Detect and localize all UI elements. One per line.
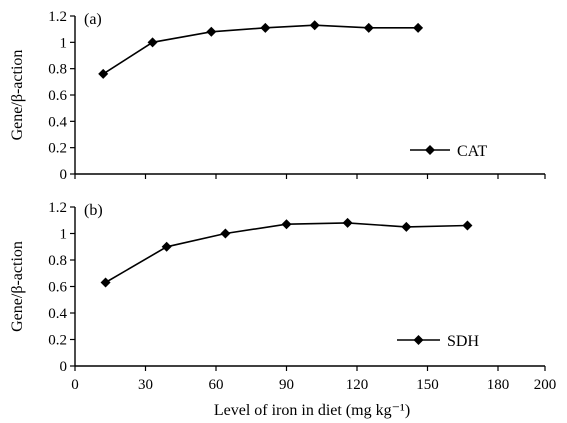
- x-tick-label: 200: [534, 377, 557, 393]
- y-tick-label: 0: [60, 359, 68, 375]
- x-tick-label: 0: [71, 377, 79, 393]
- data-point-diamond: [363, 22, 374, 33]
- y-tick-label: 0.4: [48, 306, 67, 322]
- y-tick-label: 0.2: [48, 141, 67, 157]
- series-line: [105, 222, 468, 284]
- y-tick-label: 0.6: [48, 88, 67, 104]
- panel-a: 0 0.2 0.4 0.6 0.8 1 1.2 Gene/β-action (a) CAT: [9, 9, 546, 183]
- panel-b: 0 0.2 0.4 0.6 0.8 1 1.2 0 30 60 90 120 150 180 200 Gene…: [9, 200, 556, 393]
- y-tick-label: 1.2: [48, 9, 67, 25]
- y-tick-label: 1: [60, 35, 68, 51]
- y-tick-label: 0.2: [48, 333, 67, 349]
- y-tick-label: 1.2: [48, 200, 67, 216]
- data-point-diamond: [220, 228, 231, 239]
- y-tick-label: 0.6: [48, 280, 67, 296]
- y-tick-label: 0.8: [48, 62, 67, 78]
- data-point-diamond: [401, 221, 412, 232]
- legend-label: CAT: [457, 143, 487, 160]
- data-point-diamond: [309, 20, 320, 31]
- x-tick-label: 90: [279, 377, 294, 393]
- legend-label: SDH: [447, 333, 479, 350]
- x-tick-label: 120: [346, 377, 369, 393]
- y-tick-label: 1: [60, 227, 68, 243]
- data-point-diamond: [462, 220, 473, 231]
- x-tick-label: 180: [487, 377, 510, 393]
- x-tick-label: 60: [209, 377, 224, 393]
- legend-marker-diamond: [425, 145, 435, 155]
- data-point-diamond: [281, 219, 292, 230]
- series-line: [102, 24, 419, 75]
- legend-marker-diamond: [413, 335, 424, 345]
- data-point-diamond: [100, 277, 111, 288]
- y-tick-label: 0.8: [48, 253, 67, 269]
- y-axis-title: Gene/β-action: [9, 50, 26, 141]
- data-point-diamond: [342, 217, 353, 228]
- y-tick-label: 0: [60, 167, 68, 183]
- data-point-diamond: [98, 68, 109, 79]
- y-tick-label: 0.4: [48, 114, 67, 130]
- x-tick-label: 150: [416, 377, 439, 393]
- data-point-diamond: [161, 241, 172, 252]
- panel-label: (b): [84, 202, 103, 219]
- x-tick-label: 30: [138, 377, 153, 393]
- data-point-diamond: [206, 26, 217, 37]
- data-point-diamond: [413, 22, 424, 33]
- y-axis-title: Gene/β-action: [9, 241, 26, 332]
- data-point-diamond: [260, 22, 271, 33]
- data-point-diamond: [147, 37, 158, 48]
- x-axis-title: Level of iron in diet (mg kg⁻¹): [214, 402, 410, 419]
- panel-label: (a): [84, 11, 102, 28]
